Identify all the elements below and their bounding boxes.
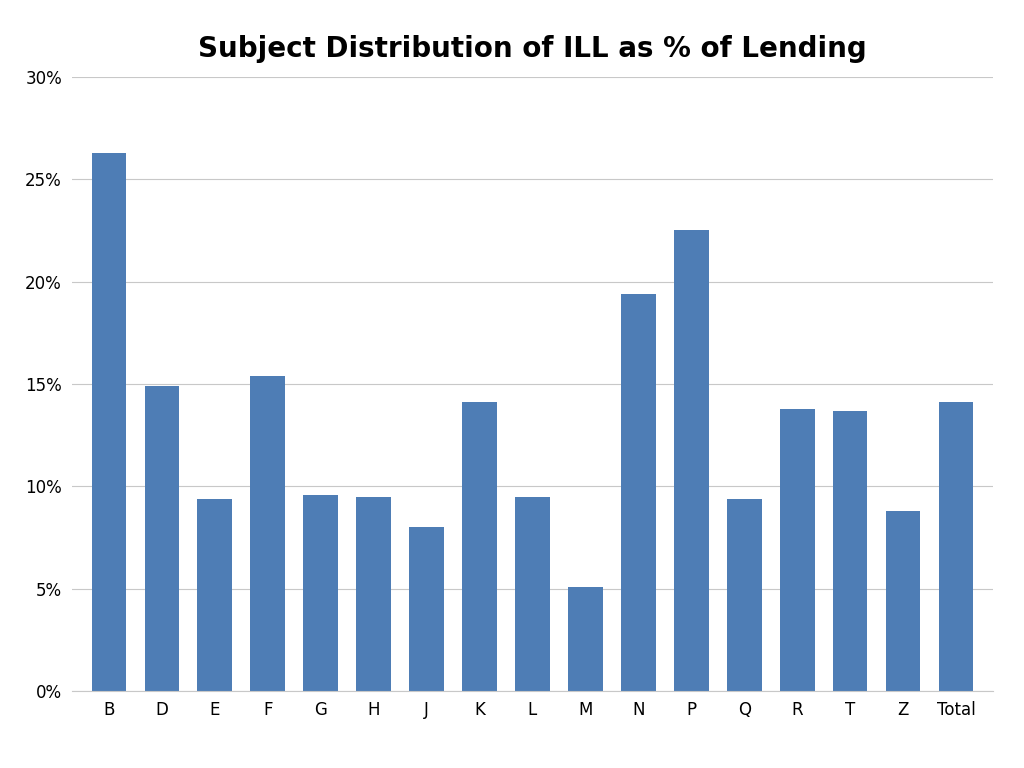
Bar [780, 409, 814, 691]
Bar [462, 402, 497, 691]
Bar [727, 498, 762, 691]
Bar [515, 497, 550, 691]
Bar [674, 230, 709, 691]
Bar [886, 511, 921, 691]
Title: Subject Distribution of ILL as % of Lending: Subject Distribution of ILL as % of Lend… [198, 35, 867, 63]
Bar [251, 376, 285, 691]
Bar [144, 386, 179, 691]
Bar [939, 402, 974, 691]
Bar [198, 498, 231, 691]
Bar [834, 411, 867, 691]
Bar [568, 587, 603, 691]
Bar [303, 495, 338, 691]
Bar [410, 528, 443, 691]
Bar [622, 294, 655, 691]
Bar [356, 497, 391, 691]
Bar [91, 153, 126, 691]
